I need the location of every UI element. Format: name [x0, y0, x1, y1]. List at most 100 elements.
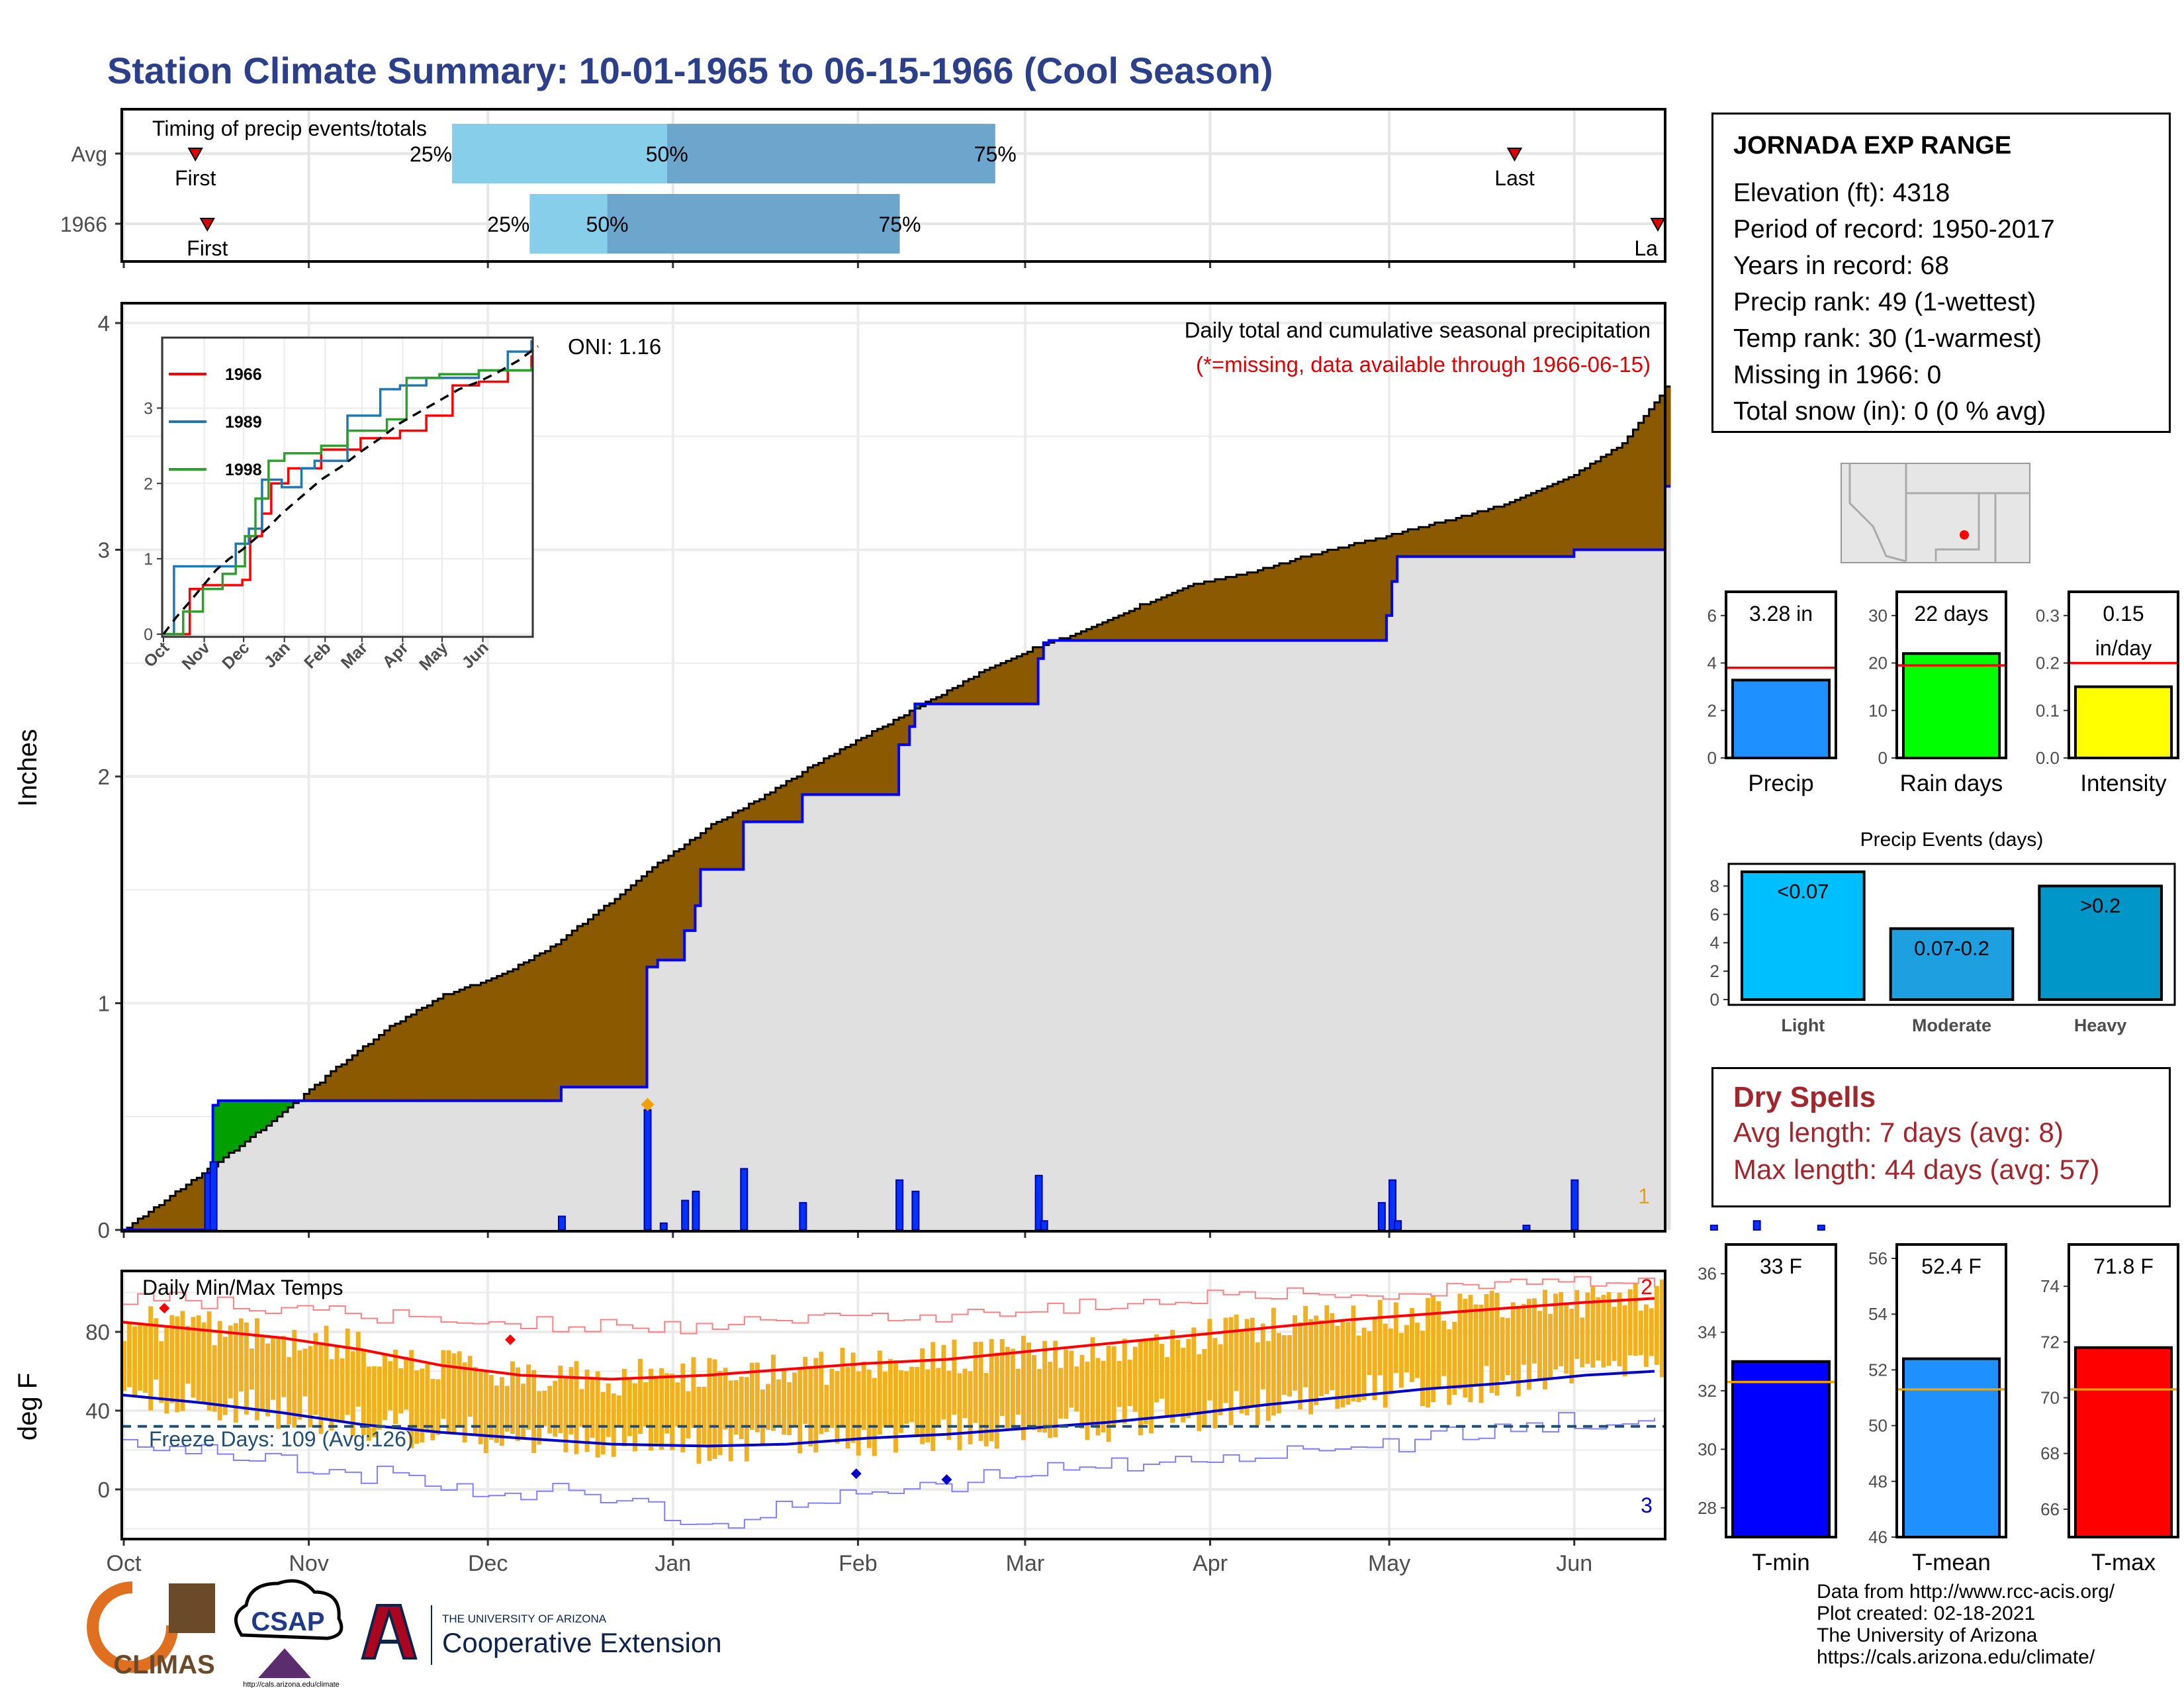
temp-bar: [1160, 1344, 1164, 1399]
temp-bar: [994, 1352, 999, 1449]
inset-y-tick-label: 3: [144, 399, 153, 418]
temp-bar: [1101, 1360, 1106, 1432]
precip-note: (*=missing, data available through 1966-…: [1196, 352, 1651, 377]
gauge-y-tick-label: 36: [1698, 1264, 1717, 1284]
temp-bar: [1260, 1323, 1265, 1389]
temp-bar: [1622, 1305, 1627, 1377]
temp-bar: [616, 1395, 621, 1427]
credit-plot-date: Plot created: 02-18-2021: [1817, 1603, 2036, 1624]
gauge-bar: [2074, 1346, 2173, 1539]
station-location-marker: [1960, 530, 1969, 539]
last-event-marker: [1506, 148, 1523, 162]
event-bar-label: <0.07: [1777, 880, 1829, 903]
temp-bar: [233, 1323, 238, 1423]
temp-bar: [132, 1326, 137, 1397]
gauge-value-label: 33 F: [1760, 1254, 1802, 1278]
events-y-tick-label: 0: [1710, 990, 1719, 1009]
temp-bar: [978, 1342, 983, 1441]
temp-bar: [1489, 1290, 1494, 1393]
temp-x-tick-label: Feb: [839, 1551, 878, 1576]
temp-bar: [845, 1366, 850, 1449]
temp-bar: [175, 1316, 180, 1413]
temp-x-tick-label: Oct: [107, 1551, 142, 1576]
csap-logo-text: CSAP: [251, 1607, 324, 1636]
ua-logo-icon: [361, 1604, 418, 1660]
gauge-precip: 0 2 4 6 3.28 in Precip: [1707, 590, 1837, 796]
temp-bar: [435, 1379, 441, 1435]
temp-bar: [292, 1330, 297, 1428]
temp-bar: [686, 1391, 691, 1438]
temp-bar: [1404, 1325, 1409, 1373]
temp-x-tick-label: Jan: [655, 1551, 691, 1576]
daily-precip-bar: [1752, 1220, 1761, 1231]
last-event-label: Last: [1494, 166, 1535, 190]
temp-bar: [1372, 1318, 1377, 1400]
inset-y-tick-label: 2: [144, 475, 153, 493]
temp-bar: [638, 1358, 643, 1434]
record-event-marker: [159, 1303, 170, 1314]
temp-bar: [1463, 1298, 1468, 1398]
precip-y-tick-label: 1: [98, 992, 110, 1016]
temp-bar: [850, 1352, 856, 1443]
temp-bar: [600, 1391, 606, 1455]
timing-label-25: 25%: [410, 142, 452, 166]
temp-bar: [547, 1385, 553, 1434]
record-event-marker: [850, 1468, 862, 1479]
temp-bar: [1015, 1368, 1021, 1415]
temp-bar: [494, 1385, 499, 1443]
temp-bar: [1590, 1286, 1596, 1368]
temp-bar: [1207, 1319, 1212, 1401]
temp-bar: [1058, 1368, 1064, 1419]
timing-row-label: 1966: [60, 212, 107, 236]
temp-bar: [1276, 1333, 1281, 1413]
inset-avg-line: [162, 345, 539, 635]
temp-bar: [1335, 1325, 1340, 1409]
temp-bar: [680, 1363, 686, 1452]
temp-bar: [1181, 1347, 1186, 1423]
temp-bar: [1032, 1354, 1036, 1430]
temp-bar: [420, 1368, 425, 1443]
credits: Data from http://www.rcc-acis.org/ Plot …: [1817, 1581, 2115, 1668]
temp-bar: [1468, 1295, 1473, 1403]
temp-bar: [308, 1346, 313, 1428]
temp-bar: [840, 1348, 845, 1426]
gauge-value-label: 22 days: [1914, 602, 1988, 626]
temp-bar: [521, 1383, 526, 1438]
temp-bar: [1526, 1299, 1531, 1390]
gauge-tmax: 66 68 70 72 74 71.8 F T-max: [2040, 1243, 2179, 1575]
gauge-y-tick-label: 20: [1868, 653, 1888, 673]
temp-bar: [1010, 1348, 1015, 1430]
inset-legend-label: 1998: [225, 461, 262, 479]
temp-bar: [584, 1370, 590, 1452]
temp-bar: [1473, 1304, 1479, 1387]
daily-precip-bar: [1040, 1220, 1048, 1231]
event-bar-label: >0.2: [2080, 894, 2120, 917]
temp-bar: [968, 1371, 973, 1444]
temp-bar: [1654, 1286, 1659, 1365]
temp-bar: [180, 1311, 185, 1411]
station-missing: Missing in 1966: 0: [1733, 361, 1942, 389]
temp-bar: [154, 1318, 159, 1380]
daily-precip-bar: [643, 1109, 652, 1231]
temp-bar: [206, 1311, 212, 1411]
gauge-category-label: T-max: [2091, 1550, 2156, 1575]
temp-bar: [1426, 1297, 1431, 1408]
temp-bar: [473, 1367, 478, 1434]
inset-series-line: [163, 366, 533, 635]
temp-bar: [1500, 1317, 1505, 1382]
temp-bar: [787, 1382, 792, 1436]
temp-bar: [866, 1370, 872, 1448]
temp-bar: [281, 1336, 287, 1397]
temp-bar: [398, 1368, 404, 1414]
temp-bar: [553, 1380, 558, 1437]
temp-bar: [1479, 1304, 1484, 1403]
temp-bar: [1410, 1308, 1414, 1382]
inset-series-line: [163, 340, 533, 635]
gauge-y-tick-label: 0.3: [2036, 606, 2060, 626]
record-min-line: [122, 1412, 1655, 1529]
gauge-y-tick-label: 46: [1868, 1527, 1888, 1547]
temp-bar: [1415, 1323, 1420, 1378]
temp-bar: [1186, 1338, 1191, 1419]
event-category-label: Heavy: [2074, 1015, 2127, 1035]
